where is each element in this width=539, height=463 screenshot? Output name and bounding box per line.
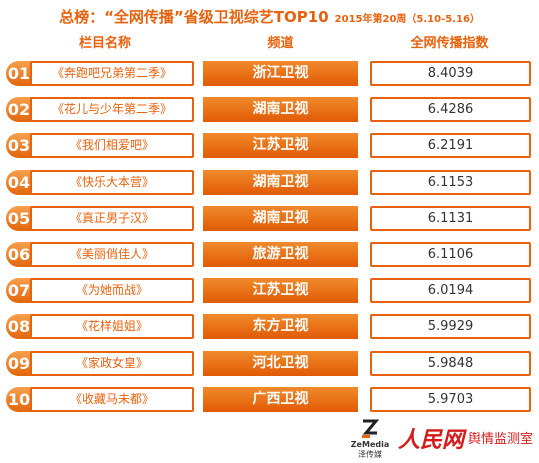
- spread-index-value: 5.9848: [370, 351, 531, 376]
- spread-index-value: 6.1131: [370, 206, 531, 231]
- program-name: 《家政女皇》: [30, 351, 194, 376]
- spread-index-value: 6.4286: [370, 97, 531, 122]
- column-header-channel: 频道: [267, 36, 294, 51]
- channel-name: 湖南卫视: [203, 170, 358, 195]
- zemedia-z-icon: [362, 419, 380, 438]
- program-name: 《收藏马未都》: [30, 387, 194, 412]
- program-name: 《快乐大本营》: [30, 170, 194, 195]
- channel-name: 东方卫视: [203, 314, 358, 339]
- program-name: 《为她而战》: [30, 278, 194, 303]
- table-row: 03 《我们相爱吧》 江苏卫视 6.2191: [0, 133, 539, 158]
- rank-badge: 01: [6, 61, 32, 86]
- program-name: 《奔跑吧兄弟第二季》: [30, 61, 194, 86]
- channel-name: 江苏卫视: [203, 278, 358, 303]
- spread-index-value: 5.9929: [370, 314, 531, 339]
- program-name: 《我们相爱吧》: [30, 133, 194, 158]
- table-row: 04 《快乐大本营》 湖南卫视 6.1153: [0, 170, 539, 195]
- rank-badge: 03: [6, 133, 32, 158]
- table-row: 06 《美丽俏佳人》 旅游卫视 6.1106: [0, 242, 539, 267]
- channel-name: 广西卫视: [203, 387, 358, 412]
- column-header-name: 栏目名称: [78, 36, 131, 51]
- spread-index-value: 6.0194: [370, 278, 531, 303]
- chart-title: 总榜：“全网传播”省级卫视综艺TOP10 2015年第20周（5.10-5.16）: [0, 6, 539, 26]
- title-main: 总榜：“全网传播”省级卫视综艺TOP10: [59, 8, 329, 26]
- table-row: 08 《花样姐姐》 东方卫视 5.9929: [0, 314, 539, 339]
- rank-badge: 02: [6, 97, 32, 122]
- rank-badge: 04: [6, 170, 32, 195]
- channel-name: 旅游卫视: [203, 242, 358, 267]
- rank-badge: 08: [6, 314, 32, 339]
- rank-badge: 10: [6, 387, 32, 412]
- channel-name: 浙江卫视: [203, 61, 358, 86]
- rank-badge: 09: [6, 351, 32, 376]
- rank-badge: 06: [6, 242, 32, 267]
- table-row: 01 《奔跑吧兄弟第二季》 浙江卫视 8.4039: [0, 61, 539, 86]
- opinion-monitor-label: 舆情监测室: [468, 432, 534, 447]
- table-row: 05 《真正男子汉》 湖南卫视 6.1131: [0, 206, 539, 231]
- table-row: 02 《花儿与少年第二季》 湖南卫视 6.4286: [0, 97, 539, 122]
- spread-index-value: 5.9703: [370, 387, 531, 412]
- channel-name: 河北卫视: [203, 351, 358, 376]
- table-row: 10 《收藏马未都》 广西卫视 5.9703: [0, 387, 539, 412]
- spread-index-value: 8.4039: [370, 61, 531, 86]
- zemedia-text: ZeMedia: [350, 440, 390, 449]
- rank-badge: 07: [6, 278, 32, 303]
- title-date-range: 2015年第20周（5.10-5.16）: [334, 14, 480, 25]
- spread-index-value: 6.2191: [370, 133, 531, 158]
- program-name: 《花样姐姐》: [30, 314, 194, 339]
- zemedia-cn-text: 泽传媒: [358, 450, 382, 459]
- program-name: 《花儿与少年第二季》: [30, 97, 194, 122]
- zemedia-logo: ZeMedia 泽传媒: [348, 418, 392, 459]
- table-row: 09 《家政女皇》 河北卫视 5.9848: [0, 351, 539, 376]
- program-name: 《真正男子汉》: [30, 206, 194, 231]
- channel-name: 湖南卫视: [203, 206, 358, 231]
- column-header-index: 全网传播指数: [410, 36, 489, 51]
- program-name: 《美丽俏佳人》: [30, 242, 194, 267]
- rank-badge: 05: [6, 206, 32, 231]
- channel-name: 江苏卫视: [203, 133, 358, 158]
- spread-index-value: 6.1153: [370, 170, 531, 195]
- channel-name: 湖南卫视: [203, 97, 358, 122]
- spread-index-value: 6.1106: [370, 242, 531, 267]
- table-row: 07 《为她而战》 江苏卫视 6.0194: [0, 278, 539, 303]
- peoples-daily-logo: 人民网: [398, 427, 465, 453]
